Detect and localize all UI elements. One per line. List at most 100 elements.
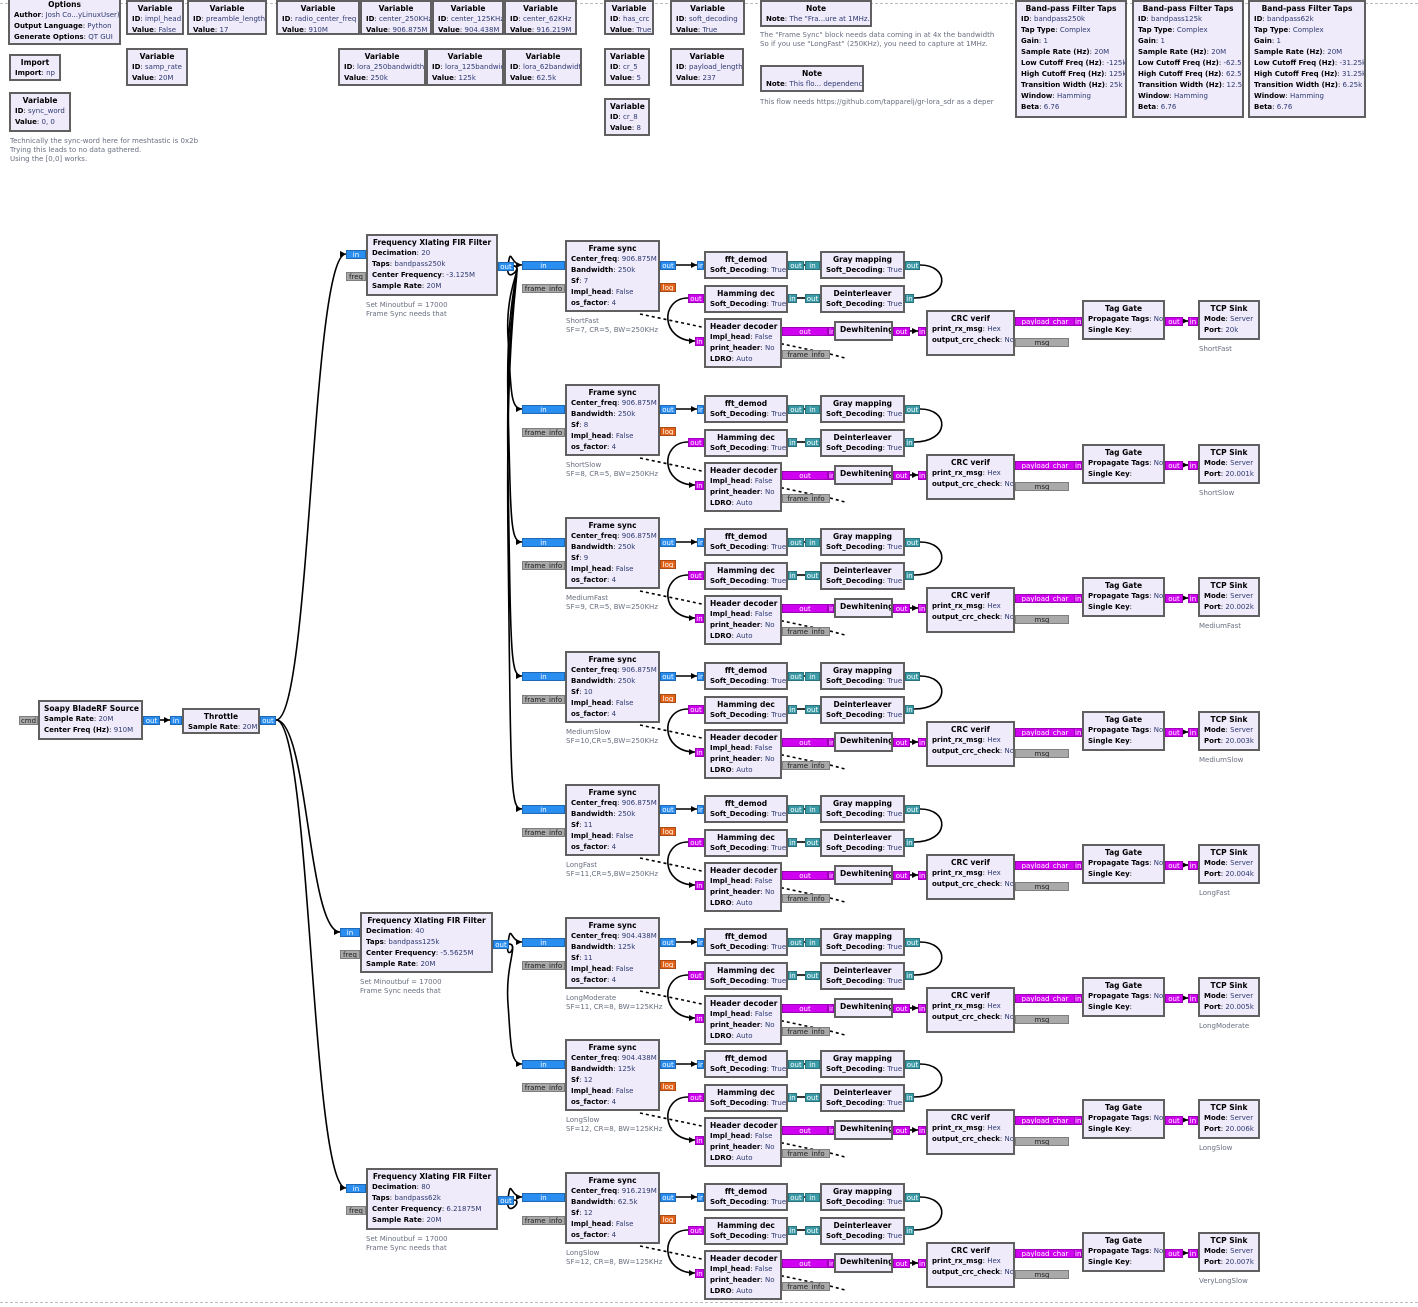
fft-in-port[interactable]: in <box>697 1193 704 1202</box>
dewhitening-out-port[interactable]: out <box>893 871 910 880</box>
tag-gate-out-port[interactable]: out <box>1165 317 1183 326</box>
fft-out-port[interactable]: out <box>788 405 804 414</box>
gray-in-port[interactable]: in <box>805 538 820 547</box>
gray-out-port[interactable]: out <box>905 805 920 814</box>
deinterleaver-block[interactable]: Deinterleaver Soft_Decoding: True <box>820 285 905 313</box>
fft-out-port[interactable]: out <box>788 538 804 547</box>
header-decoder-block[interactable]: Header decoder Impl_head: False print_head… <box>704 1250 782 1300</box>
deinterleaver-in-port[interactable]: in <box>905 705 914 714</box>
frame-sync-block[interactable]: Frame sync Center_freq: 906.875M Bandwidth… <box>565 784 660 856</box>
gray-in-port[interactable]: in <box>805 938 820 947</box>
throttle-out-port[interactable]: out <box>260 716 276 725</box>
frame-sync-out-port[interactable]: out <box>660 938 676 947</box>
dewhitening-in-port[interactable]: in <box>828 1004 834 1013</box>
deinterleaver-in-port[interactable]: in <box>905 838 914 847</box>
deinterleaver-block[interactable]: Deinterleaver Soft_Decoding: True <box>820 1217 905 1245</box>
gray-in-port[interactable]: in <box>805 1193 820 1202</box>
fft-in-port[interactable]: in <box>697 261 704 270</box>
frame-info-in-port[interactable]: frame_info <box>522 1216 565 1225</box>
log-port[interactable]: log <box>660 1215 676 1224</box>
dewhitening-out-port[interactable]: out <box>893 738 910 747</box>
tag-gate-in-port[interactable]: in <box>1074 728 1082 737</box>
deinterleaver-in-port[interactable]: in <box>905 438 914 447</box>
gray-out-port[interactable]: out <box>905 672 920 681</box>
note-block[interactable]: Note Note: The "Fra...ure at 1MHz. <box>760 0 872 27</box>
deinterleaver-out-port[interactable]: out <box>805 571 820 580</box>
crc-verif-block[interactable]: CRC verif print_rx_msg: Hex output_crc_che… <box>926 854 1015 900</box>
frame-sync-out-port[interactable]: out <box>660 405 676 414</box>
deinterleaver-in-port[interactable]: in <box>905 571 914 580</box>
hamming-dec-block[interactable]: Hamming dec Soft_Decoding: True <box>704 696 788 724</box>
header-in-port[interactable]: in <box>695 1136 704 1145</box>
fft-demod-block[interactable]: fft_demod Soft_Decoding: True <box>704 528 788 556</box>
variable-block[interactable]: Variable ID: payload_length Value: 237 <box>670 48 744 86</box>
gray-in-port[interactable]: in <box>805 1060 820 1069</box>
frame-info-in-port[interactable]: frame_info <box>522 695 565 704</box>
tcp-sink-block[interactable]: TCP Sink Mode: Server Port: 20.003k <box>1198 711 1260 751</box>
tag-gate-block[interactable]: Tag Gate Propagate Tags: No Single Key: <box>1082 977 1165 1017</box>
dewhitening-out-port[interactable]: out <box>893 471 910 480</box>
xlating-fir-filter-block[interactable]: Frequency Xlating FIR Filter Decimation: … <box>366 1168 498 1230</box>
log-port[interactable]: log <box>660 960 676 969</box>
tcp-sink-in-port[interactable]: in <box>1188 317 1198 326</box>
header-in-port[interactable]: in <box>695 337 704 346</box>
hamming-dec-block[interactable]: Hamming dec Soft_Decoding: True <box>704 962 788 990</box>
header-out-port[interactable]: out <box>782 604 828 613</box>
band-pass-filter-taps-block[interactable]: Band-pass Filter Taps ID: bandpass62k Tap … <box>1248 0 1366 118</box>
import-block[interactable]: Import Import: np <box>9 54 61 81</box>
tag-gate-out-port[interactable]: out <box>1165 728 1183 737</box>
tag-gate-in-port[interactable]: in <box>1074 994 1082 1003</box>
hamming-out-port[interactable]: out <box>688 294 704 303</box>
fft-in-port[interactable]: in <box>697 538 704 547</box>
header-in-port[interactable]: in <box>695 1269 704 1278</box>
fft-demod-block[interactable]: fft_demod Soft_Decoding: True <box>704 1050 788 1078</box>
variable-block[interactable]: Variable ID: center_62KHz Value: 916.219M <box>504 0 577 35</box>
tcp-sink-in-port[interactable]: in <box>1188 728 1198 737</box>
frame-info-in-port[interactable]: frame_info <box>522 961 565 970</box>
hamming-out-port[interactable]: out <box>688 705 704 714</box>
header-out-port[interactable]: out <box>782 327 828 336</box>
payload-char-port[interactable]: payload_char <box>1015 594 1075 603</box>
fft-out-port[interactable]: out <box>788 1193 804 1202</box>
frame-sync-in-port[interactable]: in <box>522 261 565 270</box>
payload-char-port[interactable]: payload_char <box>1015 728 1075 737</box>
header-out-port[interactable]: out <box>782 871 828 880</box>
frame-info-in-port[interactable]: frame_info <box>522 828 565 837</box>
variable-block[interactable]: Variable ID: lora_250bandwidth Value: 250k <box>338 48 426 86</box>
dewhitening-in-port[interactable]: in <box>828 471 834 480</box>
hamming-in-port[interactable]: in <box>788 838 797 847</box>
header-out-port[interactable]: out <box>782 1259 828 1268</box>
tcp-sink-block[interactable]: TCP Sink Mode: Server Port: 20k <box>1198 300 1260 340</box>
deinterleaver-out-port[interactable]: out <box>805 1093 820 1102</box>
frame-sync-block[interactable]: Frame sync Center_freq: 906.875M Bandwidth… <box>565 517 660 589</box>
msg-port[interactable]: msg <box>1015 749 1069 758</box>
deinterleaver-out-port[interactable]: out <box>805 294 820 303</box>
frame-sync-in-port[interactable]: in <box>522 1193 565 1202</box>
xlating-fir-filter-block[interactable]: Frequency Xlating FIR Filter Decimation: … <box>366 234 498 296</box>
crc-in-port[interactable]: in <box>918 604 926 613</box>
header-decoder-block[interactable]: Header decoder Impl_head: False print_head… <box>704 995 782 1045</box>
fft-demod-block[interactable]: fft_demod Soft_Decoding: True <box>704 395 788 423</box>
hamming-in-port[interactable]: in <box>788 971 797 980</box>
header-frame-info-port[interactable]: frame_info <box>782 627 830 636</box>
hamming-out-port[interactable]: out <box>688 1093 704 1102</box>
hamming-dec-block[interactable]: Hamming dec Soft_Decoding: True <box>704 1217 788 1245</box>
frame-sync-in-port[interactable]: in <box>522 405 565 414</box>
payload-char-port[interactable]: payload_char <box>1015 461 1075 470</box>
frame-sync-in-port[interactable]: in <box>522 938 565 947</box>
tag-gate-block[interactable]: Tag Gate Propagate Tags: No Single Key: <box>1082 1099 1165 1139</box>
payload-char-port[interactable]: payload_char <box>1015 1249 1075 1258</box>
crc-verif-block[interactable]: CRC verif print_rx_msg: Hex output_crc_che… <box>926 1242 1015 1288</box>
header-out-port[interactable]: out <box>782 1004 828 1013</box>
deinterleaver-in-port[interactable]: in <box>905 294 914 303</box>
filter-in-port[interactable]: in <box>346 250 366 259</box>
tag-gate-block[interactable]: Tag Gate Propagate Tags: No Single Key: <box>1082 444 1165 484</box>
frame-info-in-port[interactable]: frame_info <box>522 561 565 570</box>
tag-gate-out-port[interactable]: out <box>1165 994 1183 1003</box>
throttle-in-port[interactable]: in <box>170 716 182 725</box>
header-frame-info-port[interactable]: frame_info <box>782 350 830 359</box>
header-decoder-block[interactable]: Header decoder Impl_head: False print_head… <box>704 462 782 512</box>
variable-block[interactable]: Variable ID: center_250KHz Value: 906.875M <box>360 0 432 35</box>
tag-gate-in-port[interactable]: in <box>1074 1116 1082 1125</box>
